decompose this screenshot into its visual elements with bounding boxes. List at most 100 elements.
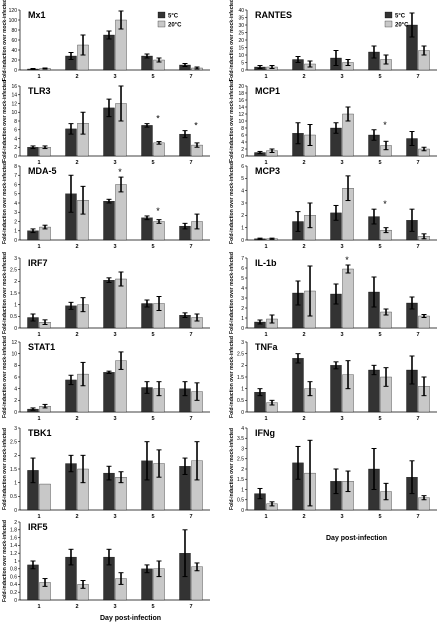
panel-3-y-axis-title: Fold-induction over mock-infected	[229, 80, 235, 162]
panel-4-ytick-label: 1	[14, 229, 17, 235]
panel-9-xtick-label: 5	[378, 416, 381, 422]
panel-2-y-axis-title: Fold-induction over mock-infected	[2, 80, 8, 162]
panel-4-title: MDA-5	[28, 166, 57, 176]
panel-5-xtick-label: 2	[302, 244, 305, 250]
panel-3-ytick-label: 10	[238, 119, 244, 125]
panel-0-bar-5c	[103, 34, 115, 71]
panel-6-ytick-label: 0	[14, 326, 17, 332]
panel-3-xtick-label: 3	[340, 160, 343, 166]
panel-0-legend-swatch	[157, 20, 166, 28]
panel-10-xtick-label: 1	[37, 514, 40, 520]
panel-3-ytick-label: 6	[241, 133, 244, 139]
panel-6-y-axis-title: Fold-induction over mock-infected	[2, 252, 8, 334]
panel-0-title: Mx1	[28, 10, 46, 20]
panel-1-y-axis-title: Fold-induction over mock-infected	[229, 0, 235, 81]
panel-7-xtick-label: 2	[302, 332, 305, 338]
panel-1-ytick-label: 10	[238, 53, 244, 59]
panel-8-xtick-label: 5	[151, 416, 154, 422]
panel-12-bar-5c	[27, 564, 39, 601]
panel-0-ytick-label: 60	[11, 38, 17, 44]
panel-7-ytick-label: 7	[241, 256, 244, 262]
panel-3-ytick-label: 0	[241, 154, 244, 160]
panel-4-bar-5c	[141, 217, 153, 241]
panel-6-ytick-label: 1.5	[10, 291, 17, 297]
panel-0-legend-swatch	[157, 11, 166, 19]
panel-2-bar-20c	[153, 142, 165, 157]
panel-4-ytick-label: 2	[14, 219, 17, 225]
panel-2-ytick-label: 16	[11, 84, 17, 90]
panel-11-ytick-label: 0.5	[237, 498, 244, 504]
panel-4-bar-20c	[153, 221, 165, 241]
panel-7-ytick-label: 1	[241, 316, 244, 322]
panel-11-title: IFNg	[255, 428, 275, 438]
panel-4-bar-5c	[103, 200, 115, 241]
panel-12-ytick-label: 1	[14, 559, 17, 565]
panel-8-xtick-label: 7	[189, 416, 192, 422]
panel-12-ytick-label: 1.4	[10, 543, 17, 549]
panel-11-ytick-label: 2.5	[237, 457, 244, 463]
panel-8-ytick-label: 6	[14, 375, 17, 381]
panel-1-ytick-label: 40	[238, 8, 244, 14]
panel-7-xtick-label: 5	[378, 332, 381, 338]
panel-4-xtick-label: 1	[37, 244, 40, 250]
panel-11-xtick-label: 2	[302, 514, 305, 520]
panel-10-ytick-label: 0.5	[10, 494, 17, 500]
panel-12-xtick-label: 1	[37, 604, 40, 610]
panel-12-bar-5c	[141, 568, 153, 601]
panel-7-ytick-label: 4	[241, 286, 244, 292]
panel-4-xtick-label: 2	[75, 244, 78, 250]
panel-10-ytick-label: 3	[14, 426, 17, 432]
panel-2-title: TLR3	[28, 86, 51, 96]
panel-3-ytick-label: 18	[238, 91, 244, 97]
panel-10-y-axis-title: Fold-induction over mock-infected	[2, 428, 8, 510]
panel-3-title: MCP1	[255, 86, 280, 96]
panel-8-ytick-label: 10	[11, 351, 17, 357]
panel-10-ytick-label: 2.5	[10, 439, 17, 445]
panel-5-ytick-label: 5	[241, 176, 244, 182]
panel-0-ytick-label: 20	[11, 58, 17, 64]
panel-7-xtick-label: 7	[416, 332, 419, 338]
panel-5-xtick-label: 3	[340, 244, 343, 250]
panel-3-ytick-label: 20	[238, 84, 244, 90]
panel-5-significance-mark: *	[383, 199, 387, 209]
panel-12-ytick-label: 1.6	[10, 535, 17, 541]
panel-3-ytick-label: 16	[238, 98, 244, 104]
panel-9-bar-5c	[292, 358, 304, 413]
x-axis-title-left: Day post-infection	[100, 615, 162, 622]
panel-11-ytick-label: 4	[241, 426, 244, 432]
panel-1-ytick-label: 30	[238, 23, 244, 29]
panel-11-xtick-label: 3	[340, 514, 343, 520]
panel-7-ytick-label: 0	[241, 326, 244, 332]
panel-12-ytick-label: 0.2	[10, 590, 17, 596]
panel-4-ytick-label: 6	[14, 182, 17, 188]
panel-10-xtick-label: 7	[189, 514, 192, 520]
panel-9-ytick-label: 1	[241, 386, 244, 392]
panel-3-xtick-label: 7	[416, 160, 419, 166]
panel-12-xtick-label: 7	[189, 604, 192, 610]
panel-5-ytick-label: 2	[241, 213, 244, 219]
panel-6-xtick-label: 5	[151, 332, 154, 338]
panel-1-legend-swatch	[384, 20, 393, 28]
panel-5-title: MCP3	[255, 166, 280, 176]
panel-0-ytick-label: 40	[11, 48, 17, 54]
panel-3-xtick-label: 1	[264, 160, 267, 166]
panel-4-ytick-label: 0	[14, 238, 17, 244]
panel-8-title: STAT1	[28, 342, 55, 352]
panel-10-xtick-label: 5	[151, 514, 154, 520]
panel-11-ytick-label: 1.5	[237, 477, 244, 483]
panel-12-xtick-label: 5	[151, 604, 154, 610]
panel-8-ytick-label: 0	[14, 410, 17, 416]
panel-9-ytick-label: 2	[241, 363, 244, 369]
panel-9-bar-5c	[368, 369, 380, 413]
x-axis-title-right: Day post-infection	[326, 535, 388, 542]
panel-11-xtick-label: 1	[264, 514, 267, 520]
panel-0-legend-label: 5°C	[168, 14, 179, 20]
panel-0-xtick-label: 5	[151, 74, 154, 80]
panel-9-ytick-label: 0.5	[237, 398, 244, 404]
panel-2-ytick-label: 6	[14, 128, 17, 134]
panel-10-ytick-label: 2	[14, 453, 17, 459]
panel-9-xtick-label: 3	[340, 416, 343, 422]
panel-8-bar-5c	[103, 372, 115, 413]
panel-5-y-axis-title: Fold-induction over mock-infected	[229, 162, 235, 244]
